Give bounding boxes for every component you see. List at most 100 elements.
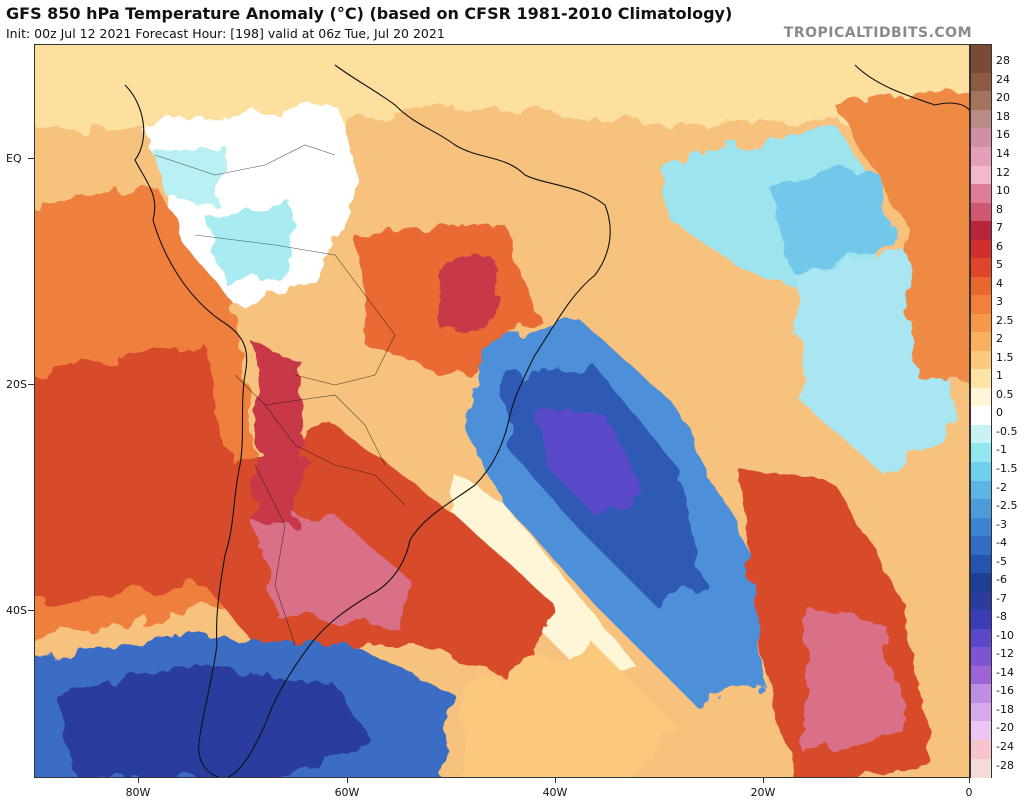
colorbar-swatch xyxy=(971,499,991,519)
colorbar-label: 7 xyxy=(996,221,1003,235)
lon-tick-80w xyxy=(138,778,139,783)
colorbar-swatch xyxy=(971,647,991,667)
colorbar-label: 4 xyxy=(996,276,1003,290)
colorbar-label: 12 xyxy=(996,165,1010,179)
colorbar-label: -20 xyxy=(996,721,1014,735)
colorbar xyxy=(970,44,992,778)
colorbar-swatch xyxy=(971,276,991,296)
field-atlantic-cold-core xyxy=(535,405,645,515)
colorbar-label: -1.5 xyxy=(996,462,1018,475)
lon-label-80w: 80W xyxy=(125,786,151,799)
colorbar-swatch xyxy=(971,109,991,129)
colorbar-label: -14 xyxy=(996,665,1014,679)
colorbar-label: -2 xyxy=(996,480,1007,494)
map-title: GFS 850 hPa Temperature Anomaly (°C) (ba… xyxy=(6,4,733,23)
colorbar-cap xyxy=(971,45,991,55)
colorbar-label: 8 xyxy=(996,202,1003,216)
colorbar-label: -2.5 xyxy=(996,499,1018,512)
field-amazon-cool xyxy=(205,205,295,285)
lon-tick-40w xyxy=(555,778,556,783)
colorbar-label: -16 xyxy=(996,684,1014,698)
colorbar-swatch xyxy=(971,72,991,92)
colorbar-label: -1 xyxy=(996,443,1007,457)
forecast-info: Init: 00z Jul 12 2021 Forecast Hour: [19… xyxy=(6,26,445,41)
colorbar-swatch xyxy=(971,665,991,685)
colorbar-swatch xyxy=(971,54,991,74)
colorbar-label: 1 xyxy=(996,369,1003,383)
lon-label-40w: 40W xyxy=(542,786,568,799)
colorbar-swatch xyxy=(971,165,991,185)
brand-watermark[interactable]: TROPICALTIDBITS.COM xyxy=(783,25,972,41)
colorbar-swatch xyxy=(971,443,991,463)
colorbar-swatch xyxy=(971,221,991,241)
colorbar-swatch xyxy=(971,591,991,611)
coast-atlantic xyxy=(227,64,611,777)
colorbar-swatch xyxy=(971,684,991,704)
colorbar-label: -18 xyxy=(996,702,1014,716)
field-zero-band xyxy=(445,475,635,665)
colorbar-label: -5 xyxy=(996,554,1007,568)
colorbar-label: -0.5 xyxy=(996,424,1018,438)
colorbar-label: -7 xyxy=(996,591,1007,605)
colorbar-swatch xyxy=(971,313,991,333)
colorbar-label: -3 xyxy=(996,517,1007,531)
colorbar-swatch xyxy=(971,739,991,759)
field-south-pale xyxy=(465,645,675,777)
colorbar-label: -12 xyxy=(996,647,1014,661)
colorbar-swatch xyxy=(971,462,991,482)
coastlines xyxy=(124,64,969,777)
colorbar-label: 28 xyxy=(996,54,1010,68)
colorbar-label: 0 xyxy=(996,406,1003,420)
borders xyxy=(154,144,406,646)
field-south-cold-core xyxy=(55,665,375,777)
colorbar-swatch xyxy=(971,554,991,574)
field-argentina-hot xyxy=(255,515,415,625)
lat-tick-40s xyxy=(28,610,34,611)
lon-label-20w: 20W xyxy=(750,786,776,799)
lon-label-0: 0 xyxy=(965,786,973,799)
colorbar-label: -10 xyxy=(996,628,1014,642)
lat-tick-20s xyxy=(28,384,34,385)
lat-label-20s: 20S xyxy=(6,378,27,391)
lon-tick-60w xyxy=(347,778,348,783)
field-east-warm xyxy=(835,88,969,382)
colorbar-swatch xyxy=(971,91,991,111)
anomaly-map xyxy=(34,44,970,778)
colorbar-label: 2 xyxy=(996,332,1003,346)
colorbar-swatch xyxy=(971,202,991,222)
colorbar-swatch xyxy=(971,721,991,741)
colorbar-label: 10 xyxy=(996,184,1010,197)
colorbar-swatch xyxy=(971,702,991,722)
field-atlantic-cold xyxy=(765,165,895,275)
colorbar-label: 0.5 xyxy=(996,387,1014,401)
colorbar-label: -28 xyxy=(996,758,1014,772)
lon-tick-0 xyxy=(969,778,970,783)
colorbar-label: -4 xyxy=(996,536,1007,550)
colorbar-swatch xyxy=(971,369,991,389)
field-pacific-hot xyxy=(35,345,235,603)
colorbar-label: 3 xyxy=(996,295,1003,309)
colorbar-swatch xyxy=(971,146,991,166)
colorbar-swatch xyxy=(971,536,991,556)
lon-label-60w: 60W xyxy=(334,786,360,799)
colorbar-label: 14 xyxy=(996,146,1010,160)
colorbar-swatch xyxy=(971,758,991,778)
lat-label-40s: 40S xyxy=(6,604,27,617)
field-se-hot xyxy=(805,605,905,755)
colorbar-swatch xyxy=(971,295,991,315)
colorbar-swatch xyxy=(971,406,991,426)
field-andes-cool xyxy=(155,145,225,205)
colorbar-swatch xyxy=(971,628,991,648)
colorbar-label: -24 xyxy=(996,739,1014,753)
colorbar-label: 2.5 xyxy=(996,313,1014,327)
colorbar-swatch xyxy=(971,258,991,278)
colorbar-label: 5 xyxy=(996,258,1003,272)
colorbar-label: 6 xyxy=(996,239,1003,253)
colorbar-swatch xyxy=(971,184,991,204)
anomaly-field xyxy=(35,45,969,777)
coast-pacific xyxy=(124,84,248,777)
colorbar-swatch xyxy=(971,387,991,407)
colorbar-swatch xyxy=(971,350,991,370)
colorbar-label: 24 xyxy=(996,72,1010,86)
colorbar-swatch xyxy=(971,424,991,444)
